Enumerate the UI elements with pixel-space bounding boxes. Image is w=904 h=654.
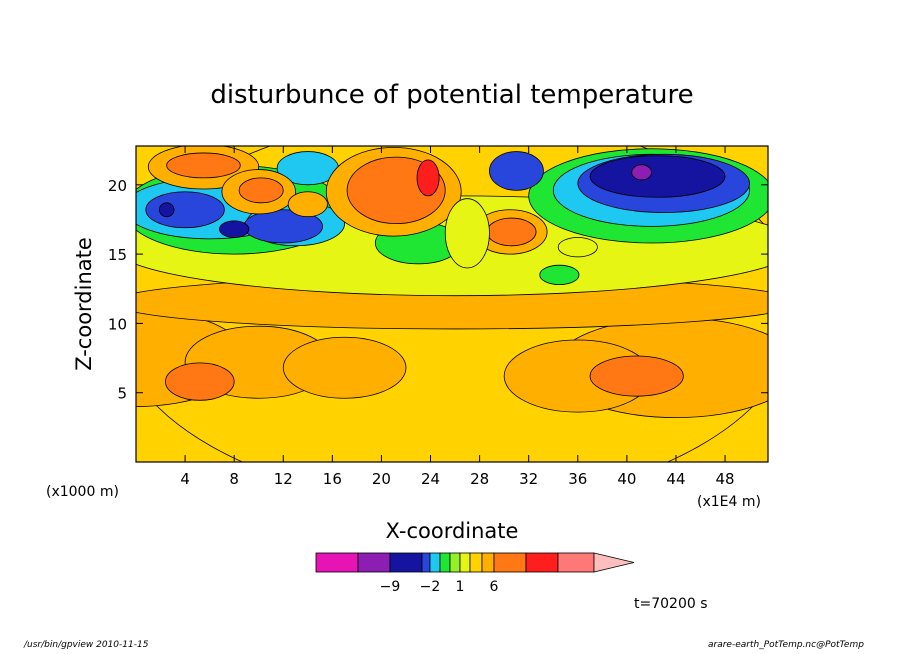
y-tick-label-20: 20 <box>108 177 127 195</box>
contour-orange-lower-1 <box>589 355 684 397</box>
contour-orange-top-1 <box>238 177 284 204</box>
x-tick-label-44: 44 <box>666 470 685 488</box>
colorbar-swatch-9 <box>481 552 495 573</box>
colorbar-labels: −9 −2 1 6 <box>380 579 499 595</box>
y-axis-ticks: 5 10 15 20 <box>108 177 768 403</box>
x-tick-label-36: 36 <box>568 470 587 488</box>
footer-right: arare-earth_PotTemp.nc@PotTemp <box>708 640 864 650</box>
chart-title: disturbunce of potential temperature <box>210 80 693 110</box>
colorbar-swatch-11 <box>525 552 559 573</box>
colorbar-label-neg9: −9 <box>380 579 401 595</box>
footer-left: /usr/bin/gpview 2010-11-15 <box>24 640 149 650</box>
x-tick-label-28: 28 <box>470 470 489 488</box>
x-tick-label-12: 12 <box>274 470 293 488</box>
y-tick-label-15: 15 <box>108 246 127 264</box>
x-tick-label-48: 48 <box>716 470 735 488</box>
contour-plot-area <box>136 146 768 462</box>
contour-purple-0 <box>631 164 652 181</box>
plot-frame <box>135 145 769 463</box>
colorbar-swatch-10 <box>493 552 527 573</box>
contour-dark-blue-1 <box>219 220 250 238</box>
colorbar <box>315 552 635 573</box>
colorbar-swatch-2 <box>389 552 423 573</box>
x-tick-label-16: 16 <box>323 470 342 488</box>
contour-light-orange-top-4 <box>287 191 328 218</box>
colorbar-label-1: 1 <box>456 579 465 595</box>
contour-yellow-top-1 <box>557 237 598 258</box>
x-axis-ticks: 4 8 12 16 20 24 28 32 36 40 44 48 <box>180 146 735 488</box>
colorbar-swatch-3 <box>421 552 431 573</box>
y-tick-label-10: 10 <box>108 315 127 333</box>
contour-blue-3 <box>489 151 544 191</box>
x-tick-label-32: 32 <box>519 470 538 488</box>
x-tick-label-4: 4 <box>180 470 190 488</box>
x-unit-right: (x1E4 m) <box>697 494 761 510</box>
x-tick-label-8: 8 <box>229 470 239 488</box>
colorbar-label-neg2: −2 <box>420 579 441 595</box>
contour-orange-lower-0 <box>165 362 235 401</box>
y-tick-label-5: 5 <box>117 385 127 403</box>
colorbar-label-6: 6 <box>490 579 499 595</box>
contour-blue-0 <box>145 191 225 229</box>
contour-orange-top-0 <box>166 152 241 179</box>
colorbar-swatch-4 <box>429 552 441 573</box>
contour-dark-blue-0 <box>589 155 726 198</box>
contour-yellow-top-0 <box>444 198 490 269</box>
colorbar-swatch-0 <box>315 552 359 573</box>
colorbar-swatch-12 <box>557 552 595 573</box>
contour-orange-top-3 <box>486 217 537 247</box>
y-axis-label: Z-coordinate <box>72 237 96 371</box>
x-tick-label-24: 24 <box>421 470 440 488</box>
contour-red-top-0 <box>416 159 440 197</box>
colorbar-swatch-8 <box>469 552 483 573</box>
time-label: t=70200 s <box>634 596 708 612</box>
x-unit-left: (x1000 m) <box>46 484 119 500</box>
contour-fills <box>136 146 768 462</box>
colorbar-swatch-7 <box>459 552 471 573</box>
x-tick-label-20: 20 <box>372 470 391 488</box>
x-axis-label: X-coordinate <box>386 519 519 543</box>
contour-green-2 <box>539 264 580 285</box>
colorbar-swatch-5 <box>439 552 451 573</box>
colorbar-swatch-6 <box>449 552 461 573</box>
colorbar-arrow <box>593 552 635 573</box>
x-tick-label-40: 40 <box>617 470 636 488</box>
contour-light-orange-lower-2 <box>282 336 407 399</box>
contour-dark-blue-2 <box>158 202 175 218</box>
colorbar-swatch-1 <box>357 552 391 573</box>
